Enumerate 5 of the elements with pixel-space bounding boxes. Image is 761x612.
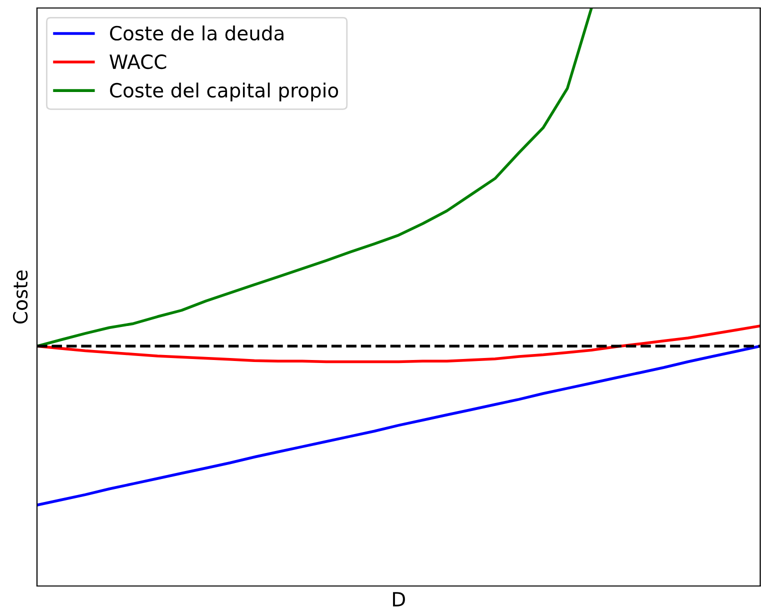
legend-label: Coste del capital propio (110, 82, 338, 102)
legend-label: WACC (110, 54, 166, 70)
legend-label: Coste de la deuda (110, 26, 284, 41)
x-axis-title: D (393, 592, 405, 606)
y-axis-title: Coste (12, 270, 28, 324)
